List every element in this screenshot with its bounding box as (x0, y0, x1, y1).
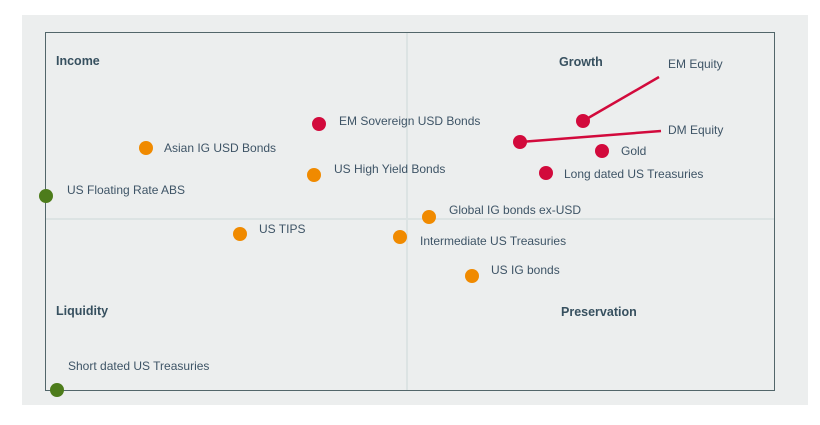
data-point-label: Global IG bonds ex-USD (449, 203, 582, 217)
data-point (595, 144, 609, 158)
data-point-label: Intermediate US Treasuries (420, 234, 567, 248)
data-point-label: US Floating Rate ABS (67, 183, 186, 197)
data-point-label: US TIPS (259, 222, 306, 236)
data-point-label: Short dated US Treasuries (68, 359, 210, 373)
leader-line (582, 75, 660, 123)
horizontal-divider (46, 218, 774, 220)
data-point (539, 166, 553, 180)
data-point-label: Long dated US Treasuries (564, 167, 704, 181)
data-point (312, 117, 326, 131)
data-point-label: US High Yield Bonds (334, 162, 446, 176)
quadrant-chart: Income Growth Liquidity Preservation US … (39, 32, 775, 397)
vertical-divider (406, 33, 408, 390)
leader-lines (519, 75, 662, 144)
quadrant-label-preservation: Preservation (561, 305, 637, 319)
data-point (233, 227, 247, 241)
data-point (139, 141, 153, 155)
leader-line (519, 129, 662, 144)
quadrant-label-liquidity: Liquidity (56, 304, 109, 318)
data-point (39, 189, 53, 203)
data-point (465, 269, 479, 283)
quadrant-label-income: Income (56, 54, 100, 68)
data-point-label: Gold (621, 144, 647, 158)
chart-panel: Income Growth Liquidity Preservation US … (22, 15, 808, 405)
data-point (513, 135, 527, 149)
data-point-label: EM Sovereign USD Bonds (339, 114, 481, 128)
data-point (576, 114, 590, 128)
quadrant-label-growth: Growth (559, 55, 603, 69)
data-point (50, 383, 64, 397)
data-point (422, 210, 436, 224)
data-point-label: US IG bonds (491, 263, 560, 277)
data-point (393, 230, 407, 244)
data-point-label: Asian IG USD Bonds (164, 141, 277, 155)
data-point-label: DM Equity (668, 123, 724, 137)
data-point-label: EM Equity (668, 57, 723, 71)
data-point (307, 168, 321, 182)
